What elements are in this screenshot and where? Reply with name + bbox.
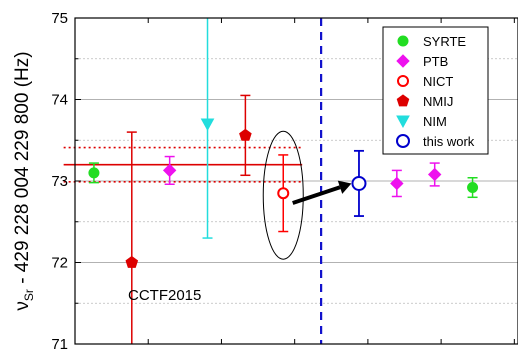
svg-text:PTB: PTB	[423, 54, 448, 69]
data-point-syrte	[467, 176, 479, 199]
svg-text:this work: this work	[423, 134, 475, 149]
nict-highlight-ellipse	[262, 130, 304, 260]
data-point-nict	[277, 154, 290, 233]
legend-entry-syrte: SYRTE	[397, 34, 466, 49]
legend-box	[382, 26, 489, 155]
legend-entry-this-work: this work	[396, 134, 475, 149]
svg-text:NICT: NICT	[423, 74, 453, 89]
data-point-ptb	[162, 155, 177, 186]
y-tick-label: 73	[51, 173, 68, 190]
cctf2015-reference-band	[63, 146, 303, 183]
data-point-this-work	[351, 149, 367, 217]
cctf2015-label: CCTF2015	[128, 287, 201, 304]
data-point-nim	[200, 18, 215, 239]
data-point-nmij	[125, 131, 139, 344]
axis-ticks	[75, 17, 515, 345]
legend-entry-nict: NICT	[397, 74, 453, 89]
grid-lines	[75, 58, 518, 304]
y-tick-label: 74	[51, 92, 68, 109]
y-tick-label: 72	[51, 255, 68, 272]
svg-text:SYRTE: SYRTE	[423, 34, 466, 49]
legend-entry-nmij: NMIJ	[396, 94, 453, 109]
y-axis-title: νSr - 429 228 004 229 800 (Hz)	[12, 51, 36, 310]
data-point-syrte	[88, 162, 100, 184]
data-points	[88, 18, 479, 344]
legend-entry-ptb: PTB	[396, 54, 448, 69]
svg-text:NMIJ: NMIJ	[423, 94, 453, 109]
legend: SYRTE PTB NICT NMIJ NIM this work	[382, 26, 489, 155]
shift-arrow	[292, 180, 352, 205]
y-tick-label: 75	[51, 10, 68, 27]
y-tick-label: 71	[51, 336, 68, 353]
data-point-ptb	[427, 162, 442, 187]
y-tick-labels: 71 72 73 74 75	[51, 10, 68, 353]
data-point-nmij	[239, 94, 252, 177]
data-point-ptb	[390, 169, 404, 198]
legend-entry-nim: NIM	[396, 114, 447, 129]
svg-text:NIM: NIM	[423, 114, 447, 129]
